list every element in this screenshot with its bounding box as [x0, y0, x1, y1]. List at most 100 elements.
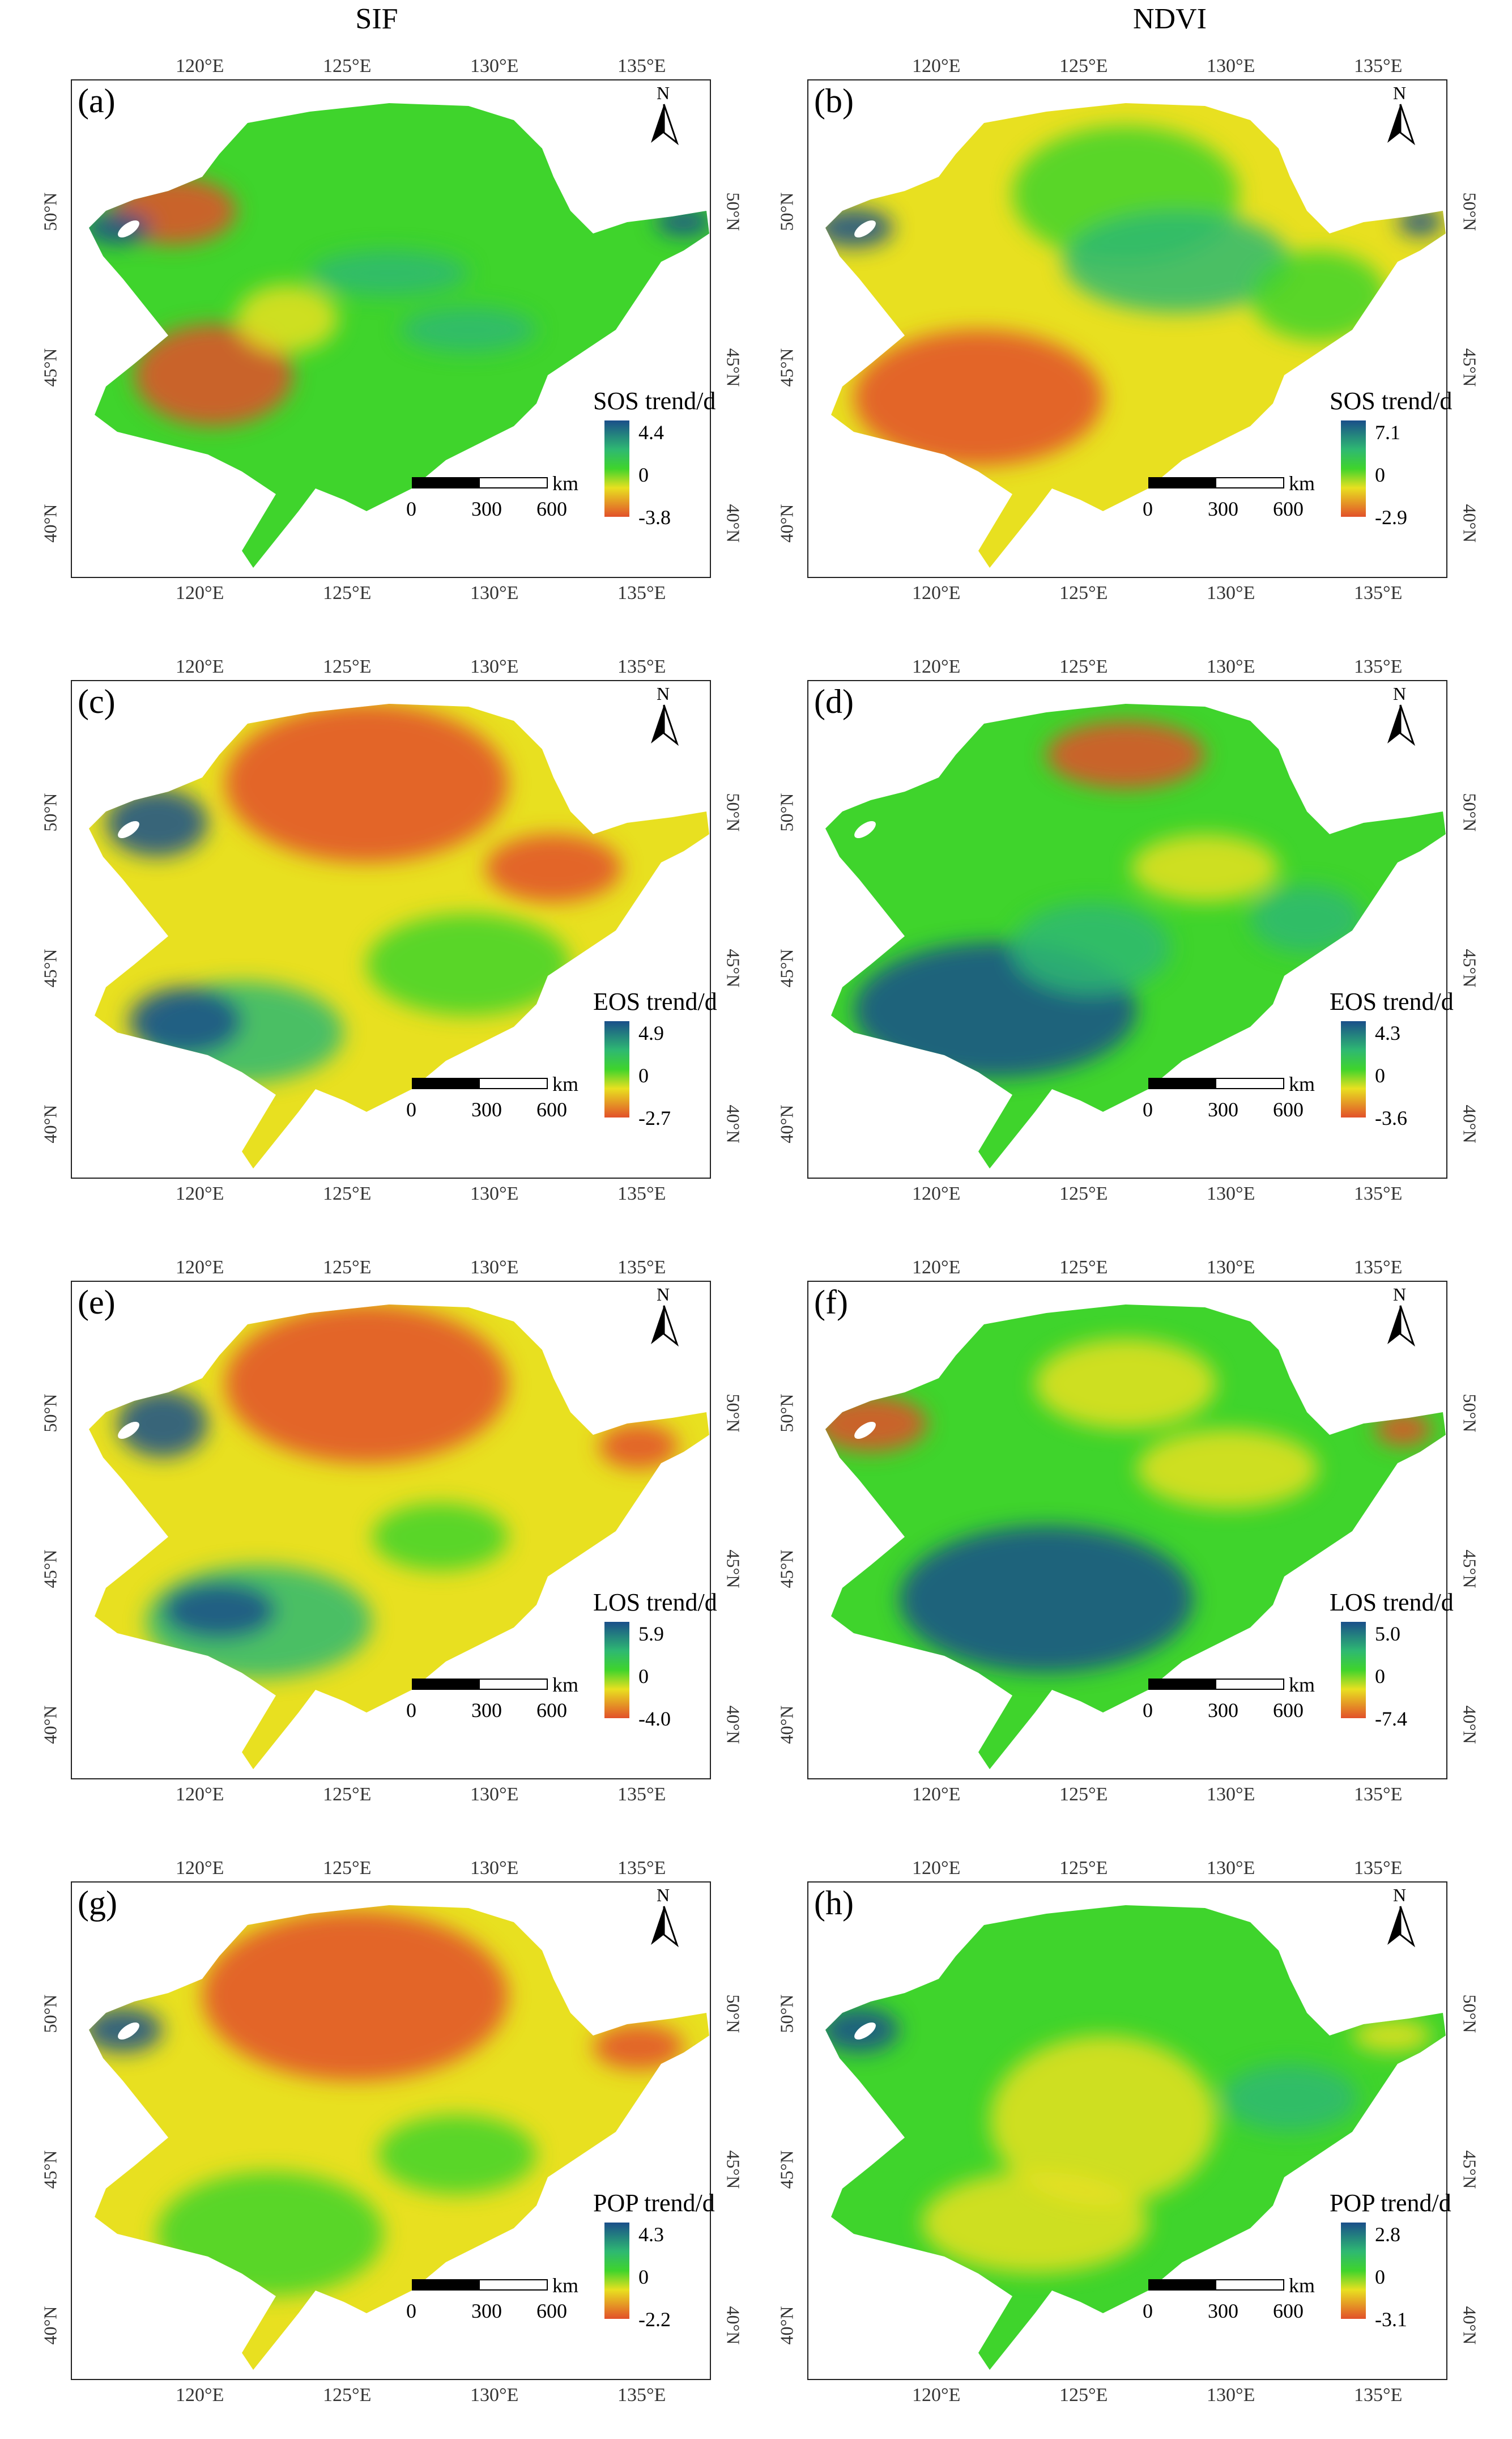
latitude-tick-label: 45°N: [776, 2150, 797, 2189]
scale-label: 300: [471, 1699, 502, 1722]
trend-patch: [485, 834, 621, 902]
legend-value: -2.7: [638, 1107, 671, 1129]
longitude-tick-label: 135°E: [1354, 2385, 1403, 2406]
longitude-tick-label: 125°E: [323, 656, 372, 677]
latitude-tick-label: 45°N: [1459, 2150, 1480, 2189]
panel-label: (b): [814, 82, 854, 120]
scale-label: 600: [1273, 2300, 1304, 2322]
trend-patch: [854, 330, 1103, 466]
scale-label: 0: [1143, 1699, 1153, 1722]
longitude-tick-label: 130°E: [1207, 1784, 1255, 1805]
north-label: N: [1393, 83, 1407, 103]
trend-map: [825, 1305, 1446, 1769]
longitude-tick-label: 135°E: [617, 1257, 666, 1278]
longitude-tick-label: 120°E: [176, 1784, 224, 1805]
legend-value: 0: [1375, 2266, 1385, 2288]
longitude-tick-label: 125°E: [323, 1858, 372, 1879]
trend-patch: [1012, 902, 1171, 993]
latitude-tick-label: 40°N: [1459, 504, 1480, 543]
trend-patch: [1352, 2019, 1432, 2053]
latitude-tick-label: 40°N: [1459, 2306, 1480, 2345]
latitude-tick-label: 50°N: [776, 793, 797, 832]
latitude-tick-label: 45°N: [40, 1549, 61, 1588]
latitude-tick-label: 50°N: [40, 192, 61, 231]
latitude-tick-label: 40°N: [40, 1705, 61, 1744]
longitude-tick-label: 120°E: [912, 656, 961, 677]
longitude-tick-label: 120°E: [912, 1858, 961, 1879]
scale-bar: [412, 1679, 548, 1690]
scale-label: 600: [536, 498, 567, 520]
column-title-sif: SIF: [355, 3, 398, 35]
trend-patch: [593, 2024, 684, 2070]
longitude-tick-label: 130°E: [470, 583, 519, 604]
trend-patch: [1250, 885, 1364, 953]
latitude-tick-label: 40°N: [776, 1104, 797, 1144]
map-panel: 120°E 125°E 130°E 135°E 120°E 125°E 130°E 135°E…: [0, 23, 743, 612]
trend-patch: [129, 987, 242, 1055]
scale-label: 600: [1273, 1098, 1304, 1121]
legend-value: 0: [1375, 1665, 1385, 1688]
longitude-tick-label: 130°E: [1207, 583, 1255, 604]
scale-label: 300: [471, 498, 502, 520]
legend-value: 0: [1375, 1064, 1385, 1087]
scale-label: 0: [1143, 498, 1153, 520]
trend-patch: [899, 1526, 1194, 1673]
scale-bar: [1148, 477, 1284, 488]
scale-bar-segment: [1149, 2280, 1216, 2289]
scale-unit: km: [1289, 2274, 1315, 2297]
scale-bar-segment: [413, 478, 480, 487]
legend-value: 4.9: [638, 1022, 664, 1044]
latitude-tick-label: 50°N: [40, 793, 61, 832]
longitude-tick-label: 130°E: [470, 656, 519, 677]
legend-title: POP trend/d: [1330, 2189, 1451, 2217]
trend-patch: [1137, 1429, 1318, 1509]
trend-patch: [922, 2172, 1148, 2274]
legend-value: 0: [638, 1064, 649, 1087]
lake-shape: [118, 2022, 139, 2040]
longitude-tick-label: 125°E: [1059, 56, 1108, 77]
longitude-tick-label: 125°E: [323, 1784, 372, 1805]
legend-value: -2.2: [638, 2308, 671, 2331]
legend-value: 2.8: [1375, 2223, 1400, 2246]
trend-patch: [401, 307, 536, 352]
longitude-tick-label: 130°E: [470, 1183, 519, 1204]
trend-patch: [1375, 1412, 1432, 1446]
scale-bar-segment: [1149, 1680, 1216, 1689]
north-label: N: [1393, 1885, 1407, 1905]
longitude-tick-label: 135°E: [617, 56, 666, 77]
trend-patch: [134, 324, 293, 426]
legend-color-bar: [604, 2223, 629, 2319]
latitude-tick-label: 45°N: [40, 949, 61, 988]
longitude-tick-label: 125°E: [1059, 1183, 1108, 1204]
trend-map: [825, 1905, 1446, 2370]
map-panel: 120°E 125°E 130°E 135°E 120°E 125°E 130°E 135°E…: [0, 1825, 743, 2414]
lake-shape: [854, 1421, 876, 1439]
scale-label: 0: [406, 498, 416, 520]
north-arrow-icon: N: [1381, 83, 1420, 148]
trend-patch: [1398, 208, 1443, 236]
panel-label: (e): [78, 1284, 116, 1321]
scale-bar: [1148, 1078, 1284, 1089]
trend-map: [825, 103, 1446, 568]
north-arrow-icon: N: [1381, 1885, 1420, 1951]
legend-color-bar: [1341, 420, 1366, 517]
latitude-tick-label: 40°N: [40, 504, 61, 543]
longitude-tick-label: 125°E: [1059, 583, 1108, 604]
trend-map: [89, 1305, 709, 1769]
north-arrow-icon: N: [1381, 683, 1420, 749]
panel-label: (g): [78, 1884, 117, 1922]
scale-label: 0: [406, 1699, 416, 1722]
longitude-tick-label: 130°E: [470, 56, 519, 77]
trend-patch: [825, 208, 893, 248]
lake-shape: [118, 1421, 139, 1439]
legend-value: -4.0: [638, 1707, 671, 1730]
trend-patch: [310, 250, 468, 296]
panel-label: (a): [78, 82, 116, 120]
latitude-tick-label: 50°N: [1459, 1393, 1480, 1433]
map-panel: 120°E 125°E 130°E 135°E 120°E 125°E 130°E 135°E…: [0, 1224, 743, 1813]
trend-patch: [106, 789, 208, 857]
longitude-tick-label: 135°E: [617, 1183, 666, 1204]
longitude-tick-label: 120°E: [176, 56, 224, 77]
scale-bar: [412, 477, 548, 488]
latitude-tick-label: 40°N: [1459, 1705, 1480, 1744]
